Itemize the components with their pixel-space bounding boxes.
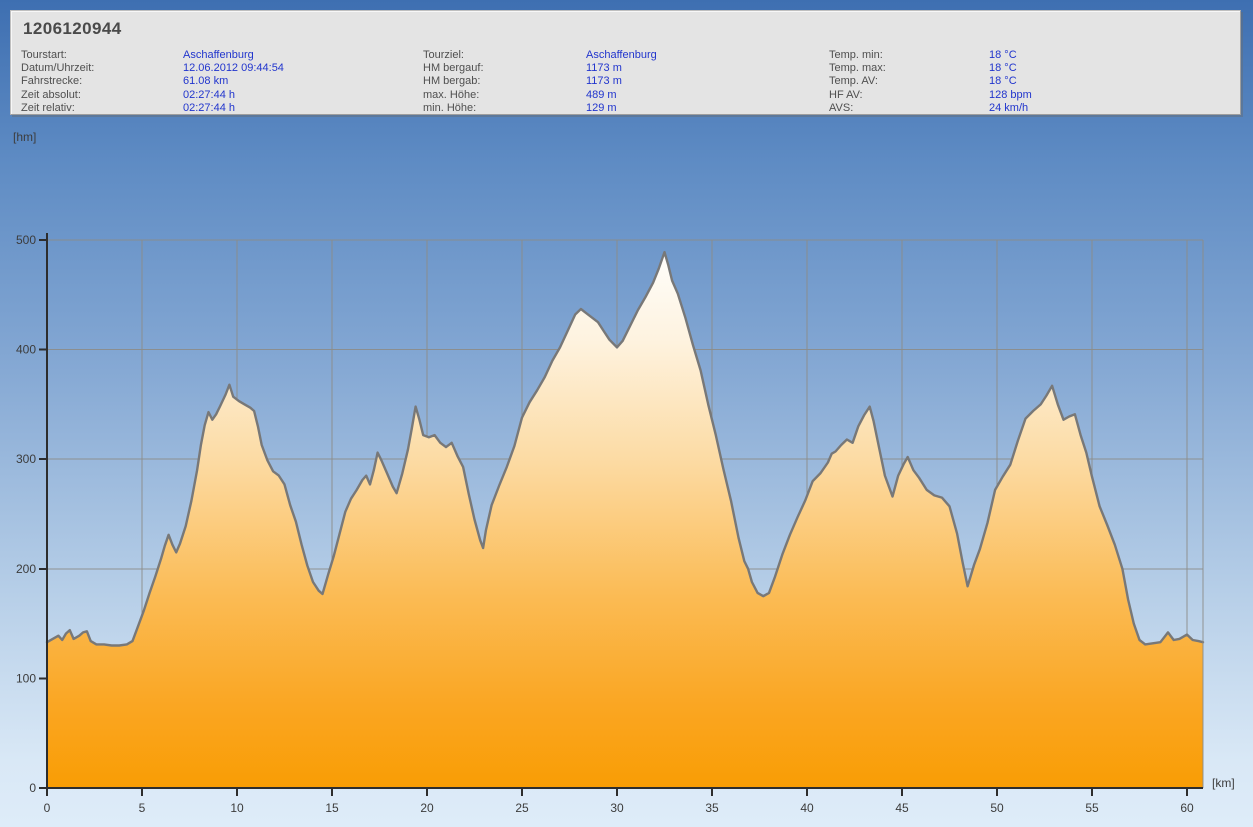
stat-label: Fahrstrecke: xyxy=(21,75,83,88)
y-tick-label: 300 xyxy=(16,452,36,466)
stat-row-zeit-absolut: Zeit absolut: 02:27:44 h xyxy=(21,89,284,102)
stat-label: Datum/Uhrzeit: xyxy=(21,62,95,75)
stat-value: 1173 m xyxy=(586,75,622,88)
stat-label: min. Höhe: xyxy=(423,101,477,114)
elevation-area xyxy=(47,252,1203,789)
x-tick-label: 60 xyxy=(1180,801,1194,815)
x-tick-label: 40 xyxy=(800,801,814,815)
x-tick-label: 55 xyxy=(1085,801,1099,815)
stat-row-temp-max: Temp. max: 18 °C xyxy=(829,62,1032,75)
tour-id-title: 1206120944 xyxy=(23,19,122,38)
x-tick-label: 45 xyxy=(895,801,909,815)
tour-stats-column-elevation: Tourziel: Aschaffenburg HM bergauf: 1173 m… xyxy=(423,49,657,115)
stat-row-temp-av: Temp. AV: 18 °C xyxy=(829,75,1032,88)
stat-row-fahrstrecke: Fahrstrecke: 61.08 km xyxy=(21,75,284,88)
y-tick-label: 400 xyxy=(16,343,36,357)
elevation-series xyxy=(45,240,1205,789)
stat-label: Temp. min: xyxy=(829,49,883,61)
elevation-line xyxy=(45,250,1205,647)
x-tick-label: 5 xyxy=(139,801,146,815)
stat-label: Temp. max: xyxy=(829,62,886,75)
y-tick-label: 100 xyxy=(16,671,36,685)
stat-row-avs: AVS: 24 km/h xyxy=(829,102,1032,115)
stat-value: 128 bpm xyxy=(989,88,1032,101)
x-tick-label: 20 xyxy=(420,801,434,815)
stat-row-datum: Datum/Uhrzeit: 12.06.2012 09:44:54 xyxy=(21,62,284,75)
x-tick-label: 35 xyxy=(705,801,719,815)
y-tick-label: 200 xyxy=(16,562,36,576)
stat-value: 02:27:44 h xyxy=(183,101,235,114)
stat-label: HM bergab: xyxy=(423,75,481,88)
tour-stats-column-sensors: Temp. min: 18 °C Temp. max: 18 °C Temp. AV… xyxy=(829,49,1032,115)
chart-tick-labels: 0 100 200 300 400 500 0 5 10 15 20 25 30 35 40 45 50 55 60 xyxy=(16,233,1194,815)
x-tick-label: 15 xyxy=(325,801,339,815)
stat-label: Zeit relativ: xyxy=(21,101,75,114)
y-tick-label: 500 xyxy=(16,233,36,247)
stat-value: 12.06.2012 09:44:54 xyxy=(183,62,284,75)
y-tick-label: 0 xyxy=(29,781,36,795)
stat-label: HF AV: xyxy=(829,88,863,101)
stat-row-zeit-relativ: Zeit relativ: 02:27:44 h xyxy=(21,102,284,115)
stat-value: 489 m xyxy=(586,88,617,101)
elevation-profile-chart: 0 100 200 300 400 500 0 5 10 15 20 25 30 35 40 45 50 55 60… xyxy=(13,130,1235,815)
stat-label: Zeit absolut: xyxy=(21,88,81,101)
stat-value: 1173 m xyxy=(586,62,622,75)
stat-value: Aschaffenburg xyxy=(183,49,254,61)
y-axis-unit-label: [hm] xyxy=(13,130,36,144)
chart-axes xyxy=(39,233,1203,796)
stat-value: 18 °C xyxy=(989,62,1017,75)
x-tick-label: 50 xyxy=(990,801,1004,815)
stat-value: 129 m xyxy=(586,101,617,114)
stat-label: Temp. AV: xyxy=(829,75,878,88)
stat-row-min-hoehe: min. Höhe: 129 m xyxy=(423,102,657,115)
stat-label: Tourstart: xyxy=(21,49,67,61)
stat-value: 61.08 km xyxy=(183,75,229,88)
stat-value: 02:27:44 h xyxy=(183,88,235,101)
stat-value: 18 °C xyxy=(989,49,1017,61)
stat-row-temp-min: Temp. min: 18 °C xyxy=(829,49,1032,62)
stat-label: Tourziel: xyxy=(423,49,464,61)
stat-label: AVS: xyxy=(829,101,854,114)
x-tick-label: 0 xyxy=(44,801,51,815)
x-tick-label: 25 xyxy=(515,801,529,815)
stat-row-hf-av: HF AV: 128 bpm xyxy=(829,89,1032,102)
stat-label: max. Höhe: xyxy=(423,88,480,101)
stat-value: Aschaffenburg xyxy=(586,49,657,61)
stat-label: HM bergauf: xyxy=(423,62,484,75)
stat-row-hm-bergauf: HM bergauf: 1173 m xyxy=(423,62,657,75)
stat-value: 18 °C xyxy=(989,75,1017,88)
stat-row-tourstart: Tourstart: Aschaffenburg xyxy=(21,49,284,62)
stat-row-hm-bergab: HM bergab: 1173 m xyxy=(423,75,657,88)
x-axis-unit-label: [km] xyxy=(1212,776,1235,790)
x-tick-label: 30 xyxy=(610,801,624,815)
x-tick-label: 10 xyxy=(230,801,244,815)
stat-row-max-hoehe: max. Höhe: 489 m xyxy=(423,89,657,102)
tour-summary-panel: 1206120944 Tourstart: Aschaffenburg Datum… xyxy=(10,10,1241,115)
stat-row-tourziel: Tourziel: Aschaffenburg xyxy=(423,49,657,62)
tour-stats-column-start: Tourstart: Aschaffenburg Datum/Uhrzeit: 12… xyxy=(21,49,284,115)
stat-value: 24 km/h xyxy=(989,101,1029,114)
